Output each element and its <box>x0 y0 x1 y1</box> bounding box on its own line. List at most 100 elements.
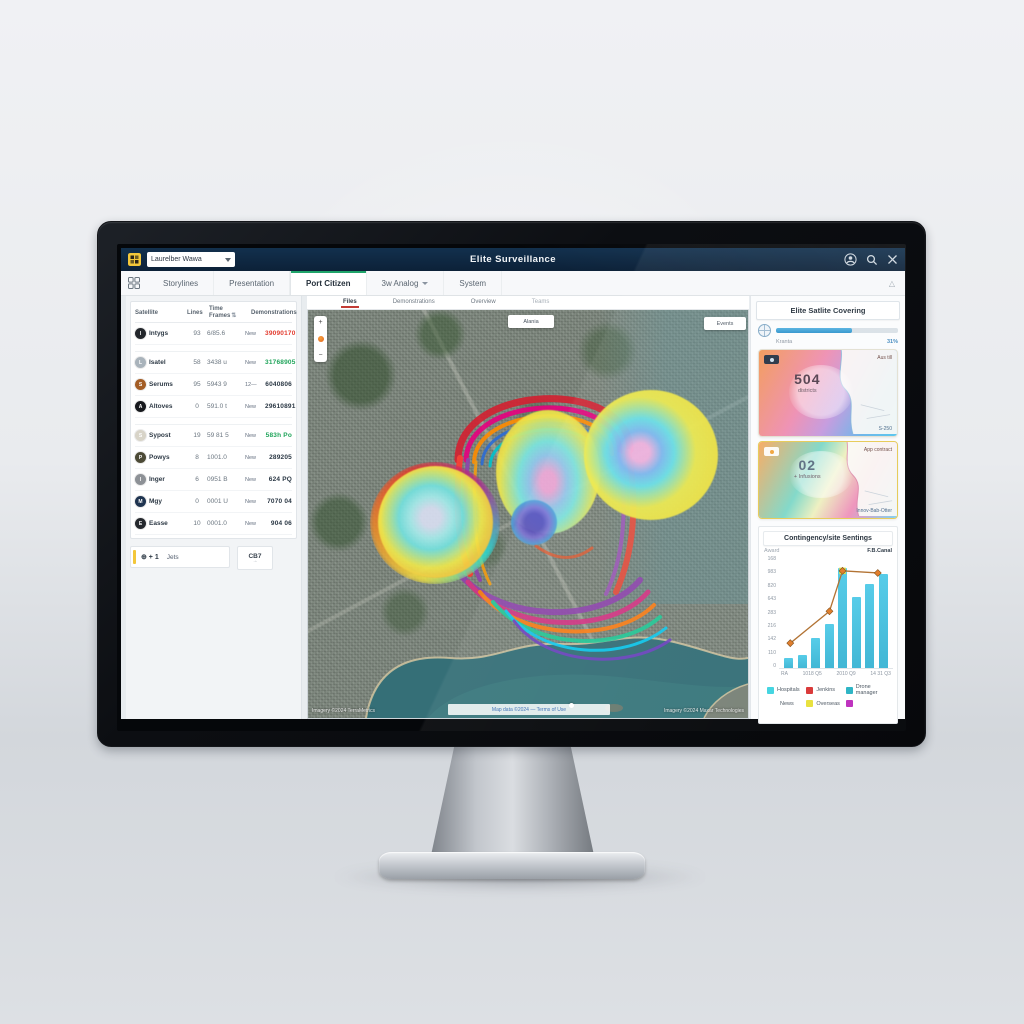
heatmap-badge-icon <box>764 447 779 456</box>
avatar: I <box>135 474 146 485</box>
legend-swatch <box>767 686 774 694</box>
bar[interactable] <box>878 573 888 668</box>
zoom-out-button[interactable]: − <box>318 352 323 359</box>
demonstrations-value: 31768905 <box>265 359 296 366</box>
y-tick: 0 <box>773 663 776 669</box>
progress-value: 31% <box>886 339 898 345</box>
time-frames: 0001.0 <box>207 520 227 527</box>
search-icon[interactable] <box>866 254 878 266</box>
bar[interactable] <box>784 658 793 668</box>
attribution-center[interactable]: Map data ©2024 — Terms of Use <box>448 704 610 715</box>
table-row[interactable]: I Intygs 93 6/85.6 New 39090170 <box>135 323 295 345</box>
tab-system[interactable]: System <box>444 271 503 295</box>
bar[interactable] <box>851 596 861 668</box>
bar[interactable] <box>797 654 807 668</box>
status-tag: New <box>245 498 257 505</box>
col-satellite[interactable]: Satellite <box>135 309 159 316</box>
col-time-frames[interactable]: Time Frames⇅ <box>209 306 237 319</box>
map-panel: Files Demonstrations Overview Teams <box>307 296 749 719</box>
trajectory-arcs-layer <box>454 395 672 661</box>
monitor-stand-neck <box>430 744 595 860</box>
demonstrations-value: 289205 <box>269 454 292 461</box>
events-button[interactable]: Events <box>704 317 746 330</box>
table-row[interactable]: M Mgy 0 0001 U New 7070 04 <box>135 491 292 513</box>
status-tag: New <box>245 476 257 483</box>
infusions-caption: + Infusions <box>793 474 821 481</box>
table-row[interactable]: I Inger 6 0951 B New 624 PQ <box>135 469 292 491</box>
heatmap-scale-label: S-250 <box>878 426 892 432</box>
satellite-name: Mgy <box>149 498 162 505</box>
map-tab-files[interactable]: Files <box>341 299 359 308</box>
zoom-in-button[interactable]: + <box>318 319 323 326</box>
demonstrations-value: 29610891 <box>265 403 296 410</box>
legend-item: News <box>780 700 794 707</box>
satellite-name: Intygs <box>149 330 169 337</box>
main-tab-bar: Storylines Presentation Port Citizen 3w Ana… <box>121 271 905 296</box>
map-tab-overview[interactable]: Overview <box>470 299 496 305</box>
status-tag: New <box>245 359 257 366</box>
bar[interactable] <box>865 583 875 668</box>
y-tick: 110 <box>768 649 776 656</box>
table-row[interactable]: P Powys 8 1001.0 New 289205 <box>135 447 292 469</box>
workspace-selector-label: Laurelber Wawa <box>151 256 202 263</box>
bar[interactable] <box>824 623 834 668</box>
time-frames: 1001.0 <box>207 454 227 461</box>
tab-port-citizen[interactable]: Port Citizen <box>290 271 367 295</box>
tab-3w-analog[interactable]: 3w Analog <box>367 271 445 295</box>
jets-count: ⊕ + 1 <box>141 554 159 561</box>
cb7-button[interactable]: CB7 → <box>237 546 273 570</box>
content-area: Satellite Lines Time Frames⇅ Demonstrati… <box>121 296 905 724</box>
monitor-screen: Laurelber Wawa Elite Surveillance <box>117 244 906 731</box>
bar[interactable] <box>811 638 821 668</box>
table-row[interactable]: S Serums 95 5943 9 12— 6040806 <box>135 374 292 396</box>
avatar: A <box>135 401 146 412</box>
table-row[interactable]: E Easse 10 0001.0 New 904 06 <box>135 513 292 535</box>
table-row[interactable]: A Altoves 0 591.0 t New 29610891 <box>135 396 295 418</box>
avatar: S <box>135 379 146 390</box>
attribution-left: Imagery ©2024 TerraMetrics <box>312 708 376 714</box>
locate-icon[interactable] <box>317 336 324 342</box>
satellite-table: Satellite Lines Time Frames⇅ Demonstrati… <box>130 301 297 539</box>
table-header-row: Satellite Lines Time Frames⇅ Demonstrati… <box>135 303 297 323</box>
heatmap-card-districts[interactable]: Aus till 504 districts S-250 <box>758 349 898 437</box>
sidebar: Satellite Lines Time Frames⇅ Demonstrati… <box>126 296 302 719</box>
arrow-icon: → <box>252 558 258 564</box>
map-zoom-control[interactable]: + − <box>314 316 327 362</box>
avatar: E <box>135 518 146 529</box>
x-tick: RA <box>781 671 788 677</box>
close-icon[interactable] <box>887 254 898 265</box>
y-tick: 168 <box>767 556 776 562</box>
chart-right-label[interactable]: F.B.Canal <box>867 548 892 554</box>
user-account-icon[interactable] <box>844 253 857 266</box>
y-axis: 168 983 820 643 283 216 142 110 0 <box>763 557 779 669</box>
x-tick: 14 31 Q3 <box>870 671 891 677</box>
monitor-bezel: Laurelber Wawa Elite Surveillance <box>97 221 926 747</box>
map-tab-demonstrations[interactable]: Demonstrations <box>392 299 435 305</box>
collapse-panel-icon[interactable]: △ <box>888 278 895 288</box>
bar[interactable] <box>838 568 848 668</box>
districts-stat: 504 <box>794 370 821 387</box>
lines-count: 10 <box>193 520 201 527</box>
map-tab-teams[interactable]: Teams <box>531 299 550 305</box>
legend-item: Overseas <box>806 700 845 707</box>
coastline-layer <box>365 636 748 718</box>
tab-storylines[interactable]: Storylines <box>148 271 215 295</box>
line-marker <box>825 607 834 616</box>
satellite-name: Inger <box>149 476 165 483</box>
table-row[interactable]: S Sypost 19 59 81 5 New 583h Po <box>135 424 292 447</box>
status-tag: New <box>245 403 257 410</box>
time-frames: 3438 u <box>207 359 227 366</box>
progress-track[interactable] <box>776 328 898 333</box>
apps-grid-icon[interactable] <box>128 277 140 289</box>
col-demonstrations[interactable]: Demonstrations <box>251 309 297 316</box>
workspace-selector[interactable]: Laurelber Wawa <box>147 252 235 267</box>
x-tick: 2010 Q9 <box>836 671 856 677</box>
tab-presentation[interactable]: Presentation <box>214 271 291 295</box>
area-button[interactable]: Alania <box>508 315 554 328</box>
lines-count: 95 <box>193 381 201 388</box>
jets-counter-button[interactable]: ⊕ + 1 Jets <box>130 546 230 568</box>
table-row[interactable]: L Isatel 58 3438 u New 31768905 <box>135 351 295 374</box>
col-lines[interactable]: Lines <box>187 309 203 316</box>
heatmap-card-infusions[interactable]: App contract 02 + Infusions Innov-Bab-Ot… <box>758 441 898 519</box>
map-canvas[interactable]: + − Alania Events Imagery ©2024 TerraMet… <box>307 310 749 719</box>
